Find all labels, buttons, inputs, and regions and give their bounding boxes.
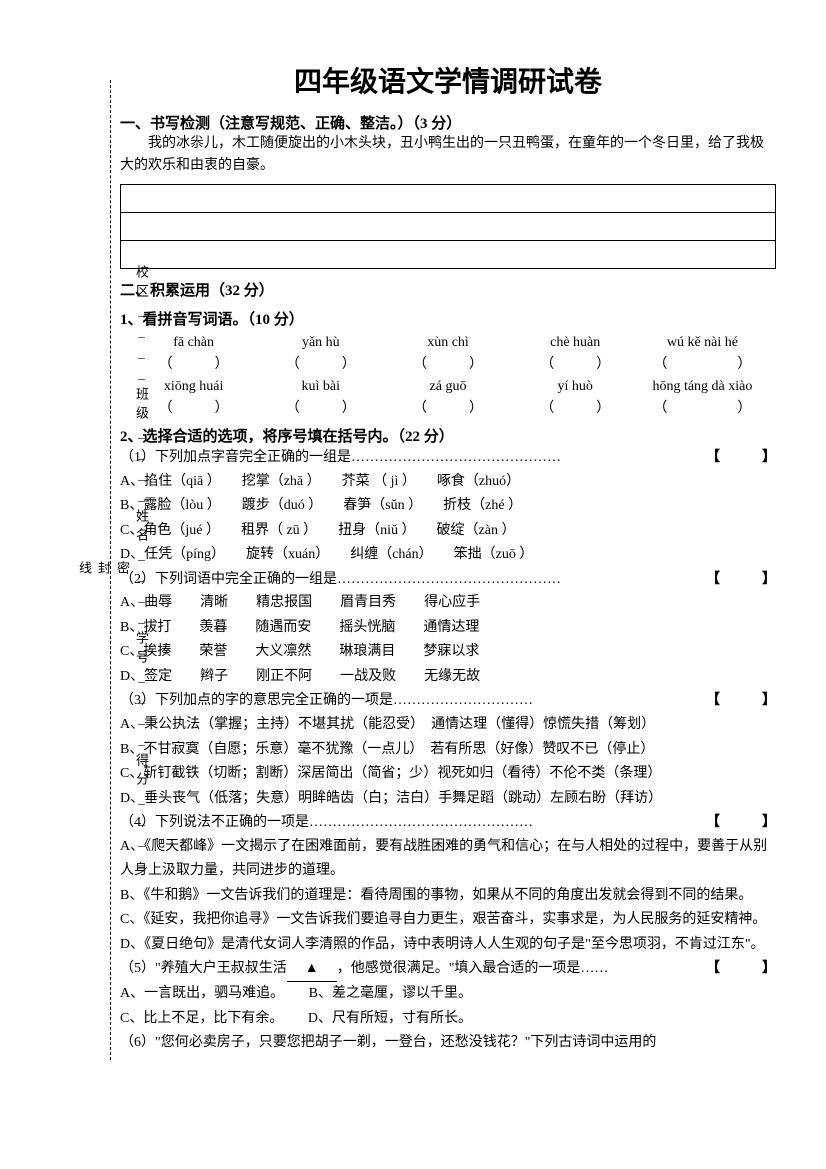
dots: ………………………………………… [337, 572, 561, 587]
pinyin-2-3: zá guō [384, 379, 511, 395]
pinyin-1-3: xùn chì [384, 335, 511, 351]
q2-6-stem: （6）"您何必卖房子，只要您把胡子一剃，一登台，还愁没钱花？"下列古诗词中运用的 [120, 1031, 776, 1056]
q2-3-stem-text: （3）下列加点的字的意思完全正确的一项是 [120, 693, 393, 708]
q2-3-optC: C、斩钉截铁（切断；割断）深居简出（简省；少）视死如归（看待）不伦不类（条理） [120, 762, 776, 787]
q2-5-optD: D、尺有所短，寸有所长。 [308, 1011, 472, 1026]
q2-5-stem: （5）"养殖大户王叔叔生活▲，他感觉很满足。"填入最合适的一项是…… [120, 957, 698, 982]
pinyin-1-4: chè huàn [512, 335, 639, 351]
blank-1-2[interactable]: （ ） [257, 353, 384, 373]
q2-4-optC: C、《延安，我把你追寻》一文告诉我们要追寻自力更生，艰苦奋斗，实事求是，为人民服… [120, 908, 776, 933]
answer-bracket-4[interactable]: 【 】 [706, 811, 776, 835]
writing-answer-box[interactable] [120, 184, 776, 269]
q2-5-optA: A、一言既出，驷马难追。 [120, 986, 277, 1001]
blank-2-4[interactable]: （ ） [512, 397, 639, 417]
blank-1-4[interactable]: （ ） [512, 353, 639, 373]
q2-5-row1: A、一言既出，驷马难追。 B、差之毫厘，谬以千里。 [120, 982, 776, 1007]
section2-heading: 二、积累运用（32 分） [120, 279, 776, 300]
q2-3-optB: B、不甘寂寞（自愿；乐意）毫不犹豫（一点儿） 若有所思（好像）赞叹不已（停止） [120, 738, 776, 763]
q2-1-stem: （1）下列加点字音完全正确的一组是……………………………………… [120, 446, 698, 470]
blank-row-1: （ ） （ ） （ ） （ ） （ ） [120, 353, 776, 373]
answer-bracket-2[interactable]: 【 】 [706, 568, 776, 592]
pinyin-1-1: fā chàn [130, 335, 257, 351]
q2-1-optB: B、露脸（lòu ） 踱步（duó ） 春笋（sǔn ） 折枝（zhé ） [120, 494, 776, 519]
dots: ………………………… [393, 693, 533, 708]
blank-1-5[interactable]: （ ） [639, 353, 766, 373]
answer-bracket-1[interactable]: 【 】 [706, 446, 776, 470]
blank-1-1[interactable]: （ ） [130, 353, 257, 373]
q2-1-optD: D、任凭（píng） 旋转（xuán） 纠缠（chán） 笨拙（zuō ） [120, 543, 776, 568]
page-title: 四年级语文学情调研试卷 [120, 60, 776, 100]
q2-heading: 2、选择合适的选项，将序号填在括号内。（22 分） [120, 425, 776, 446]
pinyin-1-5: wú kě nài hé [639, 335, 766, 351]
q2-4-optB: B、《牛和鹅》一文告诉我们的道理是：看待周围的事物，如果从不同的角度出发就会得到… [120, 884, 776, 909]
q2-1-optA: A、掐住（qiā ） 挖掌（zhā ） 芥菜 （ jì ） 啄食（zhuó） [120, 470, 776, 495]
q2-2-optB: B、拔打 羡暮 随遇而安 摇头恍脑 通情达理 [120, 616, 776, 641]
dots: ……………………………………… [351, 450, 561, 465]
section1-heading: 一、书写检测（注意写规范、正确、整洁。）（3 分） [120, 112, 776, 133]
dots: ………………………………………… [309, 815, 533, 830]
section1-prompt: 我的冰尜儿，木工随便旋出的小木头块，丑小鸭生出的一只丑鸭蛋，在童年的一个冬日里，… [120, 133, 776, 178]
pinyin-2-4: yí huò [512, 379, 639, 395]
q2-2-optC: C、挨揍 荣誉 大义凛然 琳琅满目 梦寐以求 [120, 640, 776, 665]
q2-2-optA: A、曲辱 清晰 精忠报国 眉青目秀 得心应手 [120, 591, 776, 616]
q2-3-optA: A、秉公执法（掌握；主持）不堪其扰（能忍受） 通情达理（懂得）惊慌失措（筹划） [120, 713, 776, 738]
blank-2-3[interactable]: （ ） [384, 397, 511, 417]
pinyin-2-2: kuì bài [257, 379, 384, 395]
q2-4-stem-text: （4）下列说法不正确的一项是 [120, 815, 309, 830]
pinyin-2-1: xiōng huái [130, 379, 257, 395]
pinyin-1-2: yǎn hù [257, 335, 384, 351]
q2-1-optC: C、角色（jué ） 租界（ zū ） 扭身（niǔ ） 破绽（zàn ） [120, 519, 776, 544]
q2-5-post: ，他感觉很满足。"填入最合适的一项是…… [337, 961, 609, 976]
q2-4-stem: （4）下列说法不正确的一项是………………………………………… [120, 811, 698, 835]
fill-blank[interactable]: ▲ [287, 957, 337, 982]
answer-bracket-5[interactable]: 【 】 [706, 957, 776, 982]
q2-5-pre: （5）"养殖大户王叔叔生活 [120, 961, 287, 976]
q2-2-optD: D、签定 辫子 刚正不阿 一战及败 无缘无故 [120, 665, 776, 690]
pinyin-2-5: hōng táng dà xiào [639, 379, 766, 395]
q2-5-row2: C、比上不足，比下有余。 D、尺有所短，寸有所长。 [120, 1007, 776, 1032]
q2-4-optA: A、《爬天都峰》一文揭示了在困难面前，要有战胜困难的勇气和信心；在与人相处的过程… [120, 835, 776, 884]
q2-2-stem: （2）下列词语中完全正确的一组是………………………………………… [120, 568, 698, 592]
q2-1-stem-text: （1）下列加点字音完全正确的一组是 [120, 450, 351, 465]
answer-bracket-3[interactable]: 【 】 [706, 689, 776, 713]
blank-1-3[interactable]: （ ） [384, 353, 511, 373]
pinyin-row-1: fā chàn yǎn hù xùn chì chè huàn wú kě nà… [120, 335, 776, 351]
q2-3-stem: （3）下列加点的字的意思完全正确的一项是………………………… [120, 689, 698, 713]
blank-2-1[interactable]: （ ） [130, 397, 257, 417]
blank-row-2: （ ） （ ） （ ） （ ） （ ） [120, 397, 776, 417]
q2-5-optB: B、差之毫厘，谬以千里。 [309, 986, 472, 1001]
q2-5-optC: C、比上不足，比下有余。 [120, 1011, 276, 1026]
q2-3-optD: D、垂头丧气（低落；失意）明眸皓齿（白；洁白）手舞足蹈（跳动）左顾右盼（拜访） [120, 787, 776, 812]
q1-heading: 1、看拼音写词语。（10 分） [120, 308, 776, 329]
pinyin-row-2: xiōng huái kuì bài zá guō yí huò hōng tá… [120, 379, 776, 395]
q2-4-optD: D、《夏日绝句》是清代女词人李清照的作品，诗中表明诗人人生观的句子是"至今思项羽… [120, 933, 776, 958]
blank-2-2[interactable]: （ ） [257, 397, 384, 417]
blank-2-5[interactable]: （ ） [639, 397, 766, 417]
q2-2-stem-text: （2）下列词语中完全正确的一组是 [120, 572, 337, 587]
